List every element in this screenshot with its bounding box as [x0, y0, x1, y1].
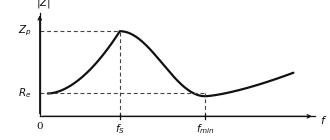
Text: $f$: $f$ — [320, 115, 327, 127]
Text: $|Z|$: $|Z|$ — [36, 0, 51, 10]
Text: $f_{min}$: $f_{min}$ — [196, 122, 215, 136]
Text: 0: 0 — [36, 122, 43, 131]
Text: $R_e$: $R_e$ — [18, 87, 32, 100]
Text: $Z_p$: $Z_p$ — [18, 24, 32, 38]
Text: $f_S$: $f_S$ — [115, 122, 125, 136]
